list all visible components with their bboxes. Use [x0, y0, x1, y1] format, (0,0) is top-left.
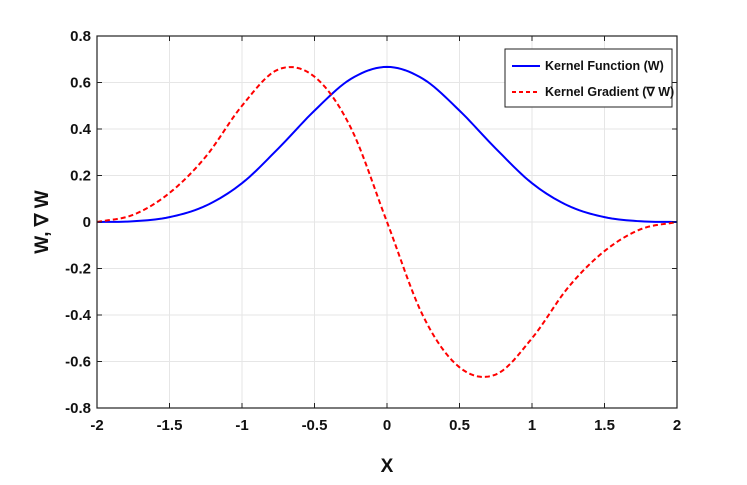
x-tick-label: 2: [673, 417, 681, 434]
y-tick-label: 0.4: [70, 121, 92, 138]
y-axis-label: W, ∇ W: [32, 190, 53, 253]
y-tick-label: 0.8: [70, 28, 91, 45]
y-tick-label: -0.4: [65, 307, 92, 324]
x-tick-label: -2: [90, 417, 103, 434]
x-tick-label: -1.5: [157, 417, 183, 434]
x-tick-label: 0: [383, 417, 391, 434]
y-tick-label: 0: [83, 214, 91, 231]
x-tick-label: 1.5: [594, 417, 615, 434]
ticks: [96, 35, 678, 409]
x-tick-label: -1: [235, 417, 248, 434]
y-tick-label: -0.8: [65, 400, 91, 417]
series-layer: [96, 65, 678, 378]
kernel-function-line: [96, 65, 678, 223]
y-tick-label: 0.2: [70, 168, 91, 185]
kernel-gradient-line: [96, 66, 678, 378]
x-tick-label: -0.5: [302, 417, 328, 434]
legend-label-kernel-gradient: Kernel Gradient (∇ W): [545, 85, 674, 99]
y-tick-label: 0.6: [70, 75, 91, 92]
x-tick-label: 1: [528, 417, 536, 434]
tick-labels: -2 -1.5 -1 -0.5 0 0.5 1 1.5 2 -0.8 -0.6 -0.4 -0.2 0 0.…: [65, 28, 681, 434]
legend: Kernel Function (W) Kernel Gradient (∇ W…: [504, 48, 674, 108]
legend-box: [504, 48, 673, 108]
x-axis-label: X: [381, 456, 394, 477]
y-tick-label: -0.2: [65, 261, 91, 278]
x-tick-label: 0.5: [449, 417, 470, 434]
legend-label-kernel-function: Kernel Function (W): [545, 59, 664, 73]
y-tick-label: -0.6: [65, 354, 91, 371]
